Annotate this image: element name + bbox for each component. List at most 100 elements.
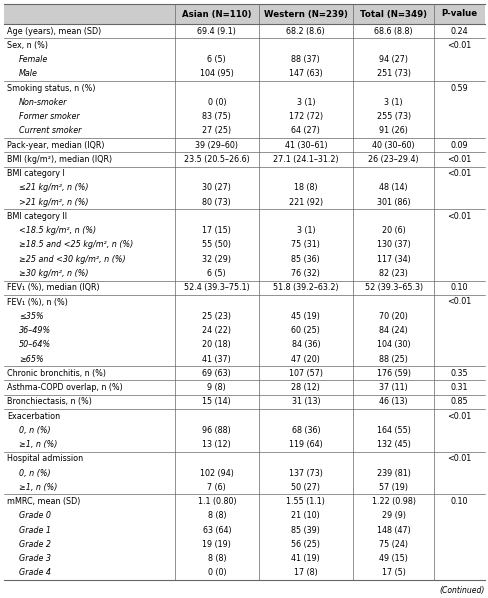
Text: >21 kg/m², n (%): >21 kg/m², n (%) bbox=[19, 198, 88, 207]
Text: ≥25 and <30 kg/m², n (%): ≥25 and <30 kg/m², n (%) bbox=[19, 255, 125, 264]
Text: 40 (30–60): 40 (30–60) bbox=[371, 141, 414, 150]
Text: Grade 1: Grade 1 bbox=[19, 526, 51, 535]
Text: 37 (11): 37 (11) bbox=[379, 383, 407, 392]
Text: 96 (88): 96 (88) bbox=[202, 426, 231, 435]
Text: ≥18.5 and <25 kg/m², n (%): ≥18.5 and <25 kg/m², n (%) bbox=[19, 240, 133, 249]
Text: ≥30 kg/m², n (%): ≥30 kg/m², n (%) bbox=[19, 269, 88, 278]
Text: 47 (20): 47 (20) bbox=[291, 355, 320, 364]
Text: 0.10: 0.10 bbox=[450, 283, 468, 292]
Text: 17 (8): 17 (8) bbox=[293, 568, 317, 578]
Text: 1.22 (0.98): 1.22 (0.98) bbox=[371, 497, 415, 506]
Text: 52.4 (39.3–75.1): 52.4 (39.3–75.1) bbox=[183, 283, 249, 292]
Text: Non-smoker: Non-smoker bbox=[19, 98, 67, 107]
Text: Female: Female bbox=[19, 55, 48, 64]
Text: BMI (kg/m²), median (IQR): BMI (kg/m²), median (IQR) bbox=[7, 155, 112, 164]
Text: 0.10: 0.10 bbox=[450, 497, 468, 506]
Text: 94 (27): 94 (27) bbox=[378, 55, 407, 64]
Text: FEV₁ (%), n (%): FEV₁ (%), n (%) bbox=[7, 297, 68, 307]
Text: 3 (1): 3 (1) bbox=[384, 98, 402, 107]
Text: 15 (14): 15 (14) bbox=[202, 397, 231, 406]
Text: Current smoker: Current smoker bbox=[19, 126, 81, 135]
Text: 82 (23): 82 (23) bbox=[378, 269, 407, 278]
Text: 0.59: 0.59 bbox=[450, 84, 468, 93]
Text: 31 (13): 31 (13) bbox=[291, 397, 320, 406]
Text: 255 (73): 255 (73) bbox=[376, 112, 410, 121]
Text: Pack-year, median (IQR): Pack-year, median (IQR) bbox=[7, 141, 104, 150]
Text: Asian (N=110): Asian (N=110) bbox=[182, 10, 251, 19]
Text: 18 (8): 18 (8) bbox=[293, 184, 317, 193]
Text: 45 (19): 45 (19) bbox=[291, 312, 320, 321]
Text: 239 (81): 239 (81) bbox=[376, 469, 410, 478]
Text: 0 (0): 0 (0) bbox=[207, 568, 225, 578]
Text: 50 (27): 50 (27) bbox=[291, 483, 320, 492]
Text: 57 (19): 57 (19) bbox=[378, 483, 407, 492]
Text: Grade 4: Grade 4 bbox=[19, 568, 51, 578]
Text: 301 (86): 301 (86) bbox=[376, 198, 409, 207]
Text: 84 (36): 84 (36) bbox=[291, 340, 320, 349]
Text: 130 (37): 130 (37) bbox=[376, 240, 409, 249]
Text: Asthma-COPD overlap, n (%): Asthma-COPD overlap, n (%) bbox=[7, 383, 122, 392]
Text: ≤21 kg/m², n (%): ≤21 kg/m², n (%) bbox=[19, 184, 88, 193]
Text: 117 (34): 117 (34) bbox=[376, 255, 409, 264]
Text: 1.55 (1.1): 1.55 (1.1) bbox=[286, 497, 325, 506]
Text: 148 (47): 148 (47) bbox=[376, 526, 409, 535]
Text: Age (years), mean (SD): Age (years), mean (SD) bbox=[7, 27, 101, 36]
Text: 0.31: 0.31 bbox=[450, 383, 468, 392]
Text: 39 (29–60): 39 (29–60) bbox=[195, 141, 238, 150]
Text: 164 (55): 164 (55) bbox=[376, 426, 410, 435]
Text: ≥1, n (%): ≥1, n (%) bbox=[19, 483, 57, 492]
Text: BMI category I: BMI category I bbox=[7, 169, 64, 178]
Text: 20 (18): 20 (18) bbox=[202, 340, 231, 349]
Text: 137 (73): 137 (73) bbox=[288, 469, 322, 478]
Text: <0.01: <0.01 bbox=[447, 169, 471, 178]
Text: 85 (36): 85 (36) bbox=[291, 255, 320, 264]
Text: 3 (1): 3 (1) bbox=[296, 226, 314, 235]
Text: 27.1 (24.1–31.2): 27.1 (24.1–31.2) bbox=[272, 155, 338, 164]
Text: 251 (73): 251 (73) bbox=[376, 69, 410, 78]
Text: 176 (59): 176 (59) bbox=[376, 369, 410, 378]
Text: mMRC, mean (SD): mMRC, mean (SD) bbox=[7, 497, 80, 506]
Text: 60 (25): 60 (25) bbox=[291, 326, 320, 335]
Text: <0.01: <0.01 bbox=[447, 297, 471, 307]
Text: 147 (63): 147 (63) bbox=[288, 69, 322, 78]
Text: Former smoker: Former smoker bbox=[19, 112, 80, 121]
Text: 19 (19): 19 (19) bbox=[202, 540, 231, 549]
Text: 104 (30): 104 (30) bbox=[376, 340, 409, 349]
Text: 76 (32): 76 (32) bbox=[291, 269, 320, 278]
Text: 68 (36): 68 (36) bbox=[291, 426, 320, 435]
Text: 0 (0): 0 (0) bbox=[207, 98, 225, 107]
Text: 69 (63): 69 (63) bbox=[202, 369, 231, 378]
Text: 88 (37): 88 (37) bbox=[291, 55, 320, 64]
Text: 172 (72): 172 (72) bbox=[288, 112, 322, 121]
Text: Hospital admission: Hospital admission bbox=[7, 454, 83, 463]
Text: 6 (5): 6 (5) bbox=[207, 269, 226, 278]
Text: 102 (94): 102 (94) bbox=[200, 469, 233, 478]
Text: 221 (92): 221 (92) bbox=[288, 198, 322, 207]
Text: 75 (24): 75 (24) bbox=[378, 540, 407, 549]
Text: Sex, n (%): Sex, n (%) bbox=[7, 41, 48, 50]
Text: ≥1, n (%): ≥1, n (%) bbox=[19, 440, 57, 449]
Text: 49 (15): 49 (15) bbox=[378, 554, 407, 563]
Text: 55 (50): 55 (50) bbox=[202, 240, 231, 249]
Text: 41 (30–61): 41 (30–61) bbox=[284, 141, 326, 150]
Text: 50–64%: 50–64% bbox=[19, 340, 51, 349]
Text: 51.8 (39.2–63.2): 51.8 (39.2–63.2) bbox=[272, 283, 338, 292]
Text: 119 (64): 119 (64) bbox=[288, 440, 322, 449]
Text: 80 (73): 80 (73) bbox=[202, 198, 231, 207]
Text: Chronic bronchitis, n (%): Chronic bronchitis, n (%) bbox=[7, 369, 106, 378]
Text: 17 (5): 17 (5) bbox=[381, 568, 405, 578]
Text: BMI category II: BMI category II bbox=[7, 212, 67, 221]
Text: <18.5 kg/m², n (%): <18.5 kg/m², n (%) bbox=[19, 226, 96, 235]
Text: 8 (8): 8 (8) bbox=[207, 511, 225, 520]
Text: 70 (20): 70 (20) bbox=[378, 312, 407, 321]
Text: 0.24: 0.24 bbox=[450, 27, 468, 36]
Text: 83 (75): 83 (75) bbox=[202, 112, 231, 121]
Text: (Continued): (Continued) bbox=[439, 585, 484, 594]
Text: 41 (37): 41 (37) bbox=[202, 355, 231, 364]
Text: Grade 0: Grade 0 bbox=[19, 511, 51, 520]
Text: 68.2 (8.6): 68.2 (8.6) bbox=[286, 27, 325, 36]
Text: 132 (45): 132 (45) bbox=[376, 440, 410, 449]
Text: 21 (10): 21 (10) bbox=[291, 511, 320, 520]
Text: 63 (64): 63 (64) bbox=[202, 526, 231, 535]
Text: 69.4 (9.1): 69.4 (9.1) bbox=[197, 27, 236, 36]
